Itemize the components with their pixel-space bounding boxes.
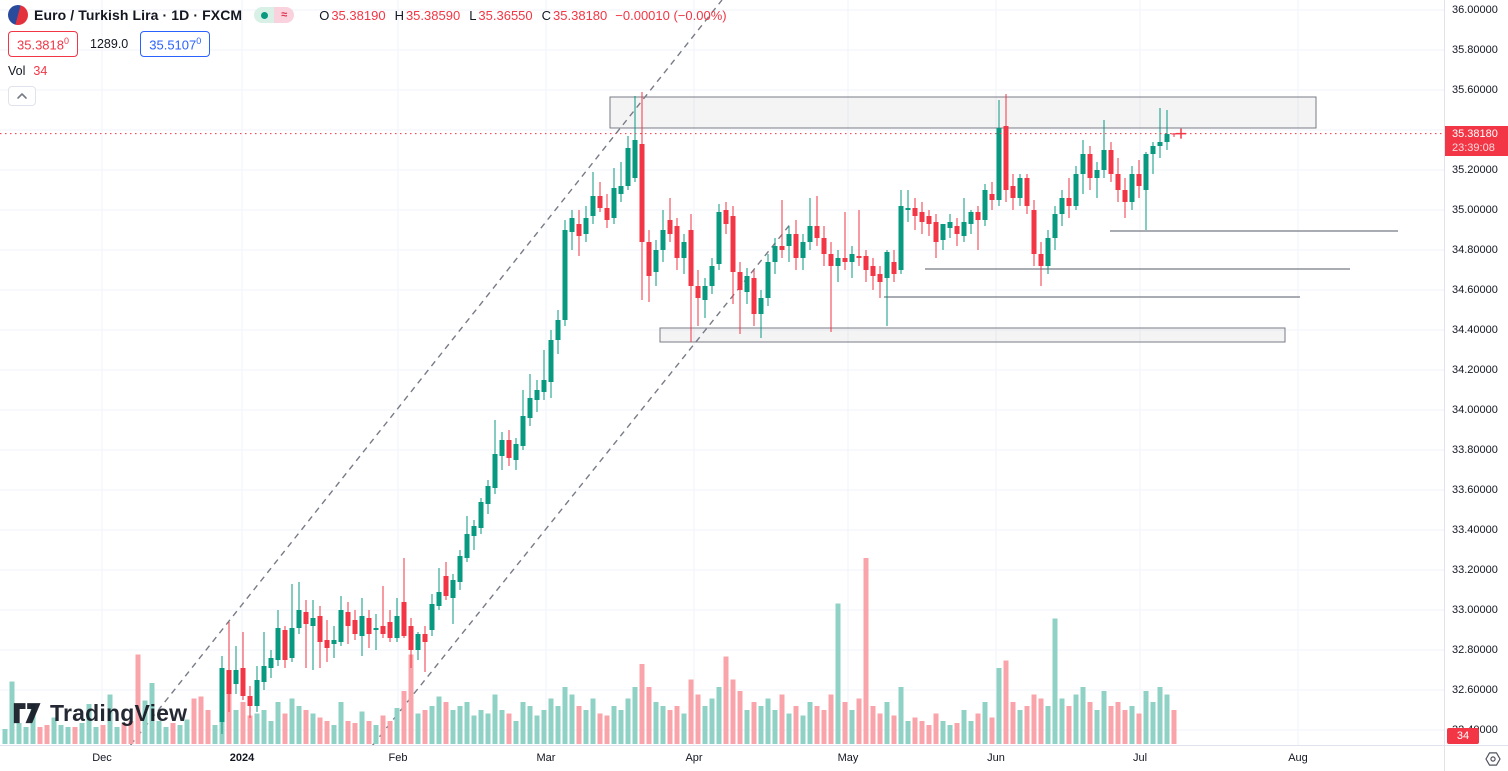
time-axis-label: Mar [536,752,556,764]
delayed-data-icon: ≈ [274,7,295,23]
symbol-logo-icon [8,5,28,25]
high-value: 35.38590 [405,7,461,23]
volume-row: Vol 34 [8,64,727,78]
last-price-tag: 35.38180 23:39:08 [1445,125,1508,156]
collapse-legend-button[interactable] [8,86,36,106]
tradingview-logo-icon [13,702,41,723]
price-axis-label: 35.00000 [1452,204,1498,216]
change-value: −0.00010 (−0.00%) [615,7,727,23]
price-axis-label: 35.20000 [1452,164,1498,176]
price-axis-label: 32.60000 [1452,684,1498,696]
price-axis-label: 34.20000 [1452,364,1498,376]
axis-corner [1444,745,1508,771]
low-value: 35.36550 [478,7,533,23]
close-label: C [541,7,552,23]
time-axis-label: May [837,752,859,764]
price-axis-label: 33.60000 [1452,484,1498,496]
chevron-up-icon [17,93,27,99]
price-axis-label: 34.40000 [1452,324,1498,336]
price-axis-label: 34.80000 [1452,244,1498,256]
time-axis-label: Dec [92,752,112,764]
time-axis-label: Jul [1132,752,1148,764]
price-axis-label: 35.60000 [1452,84,1498,96]
price-axis-label: 34.60000 [1452,284,1498,296]
tradingview-watermark: TradingView [13,700,187,727]
watermark-text: TradingView [50,700,188,726]
price-axis-label: 34.00000 [1452,404,1498,416]
price-axis-label: 33.40000 [1452,524,1498,536]
price-axis-label: 35.80000 [1452,44,1498,56]
price-axis-label: 33.00000 [1452,604,1498,616]
ask-price-button[interactable]: 35.51070 [140,31,211,57]
volume-axis-badge: 34 [1447,728,1479,744]
high-label: H [394,7,404,23]
price-axis[interactable]: 35.38180 23:39:08 34 36.00000 35.80000 35.… [1444,0,1508,745]
volume-label: Vol [8,64,26,78]
legend: Euro / Turkish Lira · 1D · FXCM ≈ O 35.38… [8,4,727,106]
last-price-value: 35.38180 [1452,127,1498,140]
time-axis-label: Aug [1288,752,1308,764]
bid-ask-row: 35.38180 1289.0 35.51070 [8,31,727,57]
symbol-title[interactable]: Euro / Turkish Lira · 1D · FXCM [34,7,243,23]
axis-settings-gear-icon[interactable] [1485,751,1501,767]
volume-value: 34 [33,64,48,78]
spread-value: 1289.0 [90,37,129,51]
time-axis[interactable]: Dec 2024 Feb Mar Apr May Jun Jul Aug [0,745,1444,771]
time-axis-label: Feb [388,752,408,764]
price-axis-label: 32.80000 [1452,644,1498,656]
time-axis-label: Jun [987,752,1005,764]
bid-price-button[interactable]: 35.38180 [8,31,79,57]
price-axis-label: 36.00000 [1452,4,1498,16]
ohlc-values: O 35.38190 H 35.38590 L 35.36550 C 35.38180 … [310,8,726,23]
price-chart[interactable] [0,0,1444,745]
price-axis-label: 33.80000 [1452,444,1498,456]
symbol-row: Euro / Turkish Lira · 1D · FXCM ≈ O 35.38… [8,4,727,26]
close-value: 35.38180 [553,7,608,23]
market-open-dot-icon [254,7,275,23]
bar-countdown: 23:39:08 [1452,141,1495,154]
open-value: 35.38190 [331,7,386,23]
time-axis-label: Apr [685,752,703,764]
market-status-pill[interactable]: ≈ [254,7,295,23]
price-axis-label: 33.20000 [1452,564,1498,576]
low-label: L [469,7,477,23]
time-axis-label: 2024 [229,752,255,764]
open-label: O [319,7,330,23]
